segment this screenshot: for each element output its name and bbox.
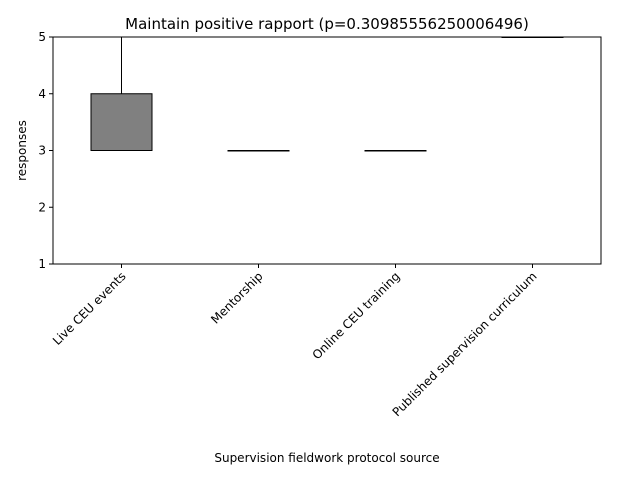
x-tick-label: Published supervision curriculum [390,269,540,419]
x-tick-label: Online CEU training [310,269,403,362]
chart-title: Maintain positive rapport (p=0.309855562… [125,15,529,33]
x-axis-label: Supervision fieldwork protocol source [214,451,439,465]
box-body [90,93,153,151]
y-axis-label: responses [15,120,29,181]
y-tick-label: 5 [38,30,46,44]
y-tick-label: 3 [38,144,46,158]
y-tick-label: 1 [38,257,46,271]
y-tick-label: 2 [38,200,46,214]
y-tick-label: 4 [38,87,46,101]
x-tick-label: Mentorship [208,269,265,326]
plot-frame [52,36,602,265]
x-tick-label: Live CEU events [50,269,129,348]
